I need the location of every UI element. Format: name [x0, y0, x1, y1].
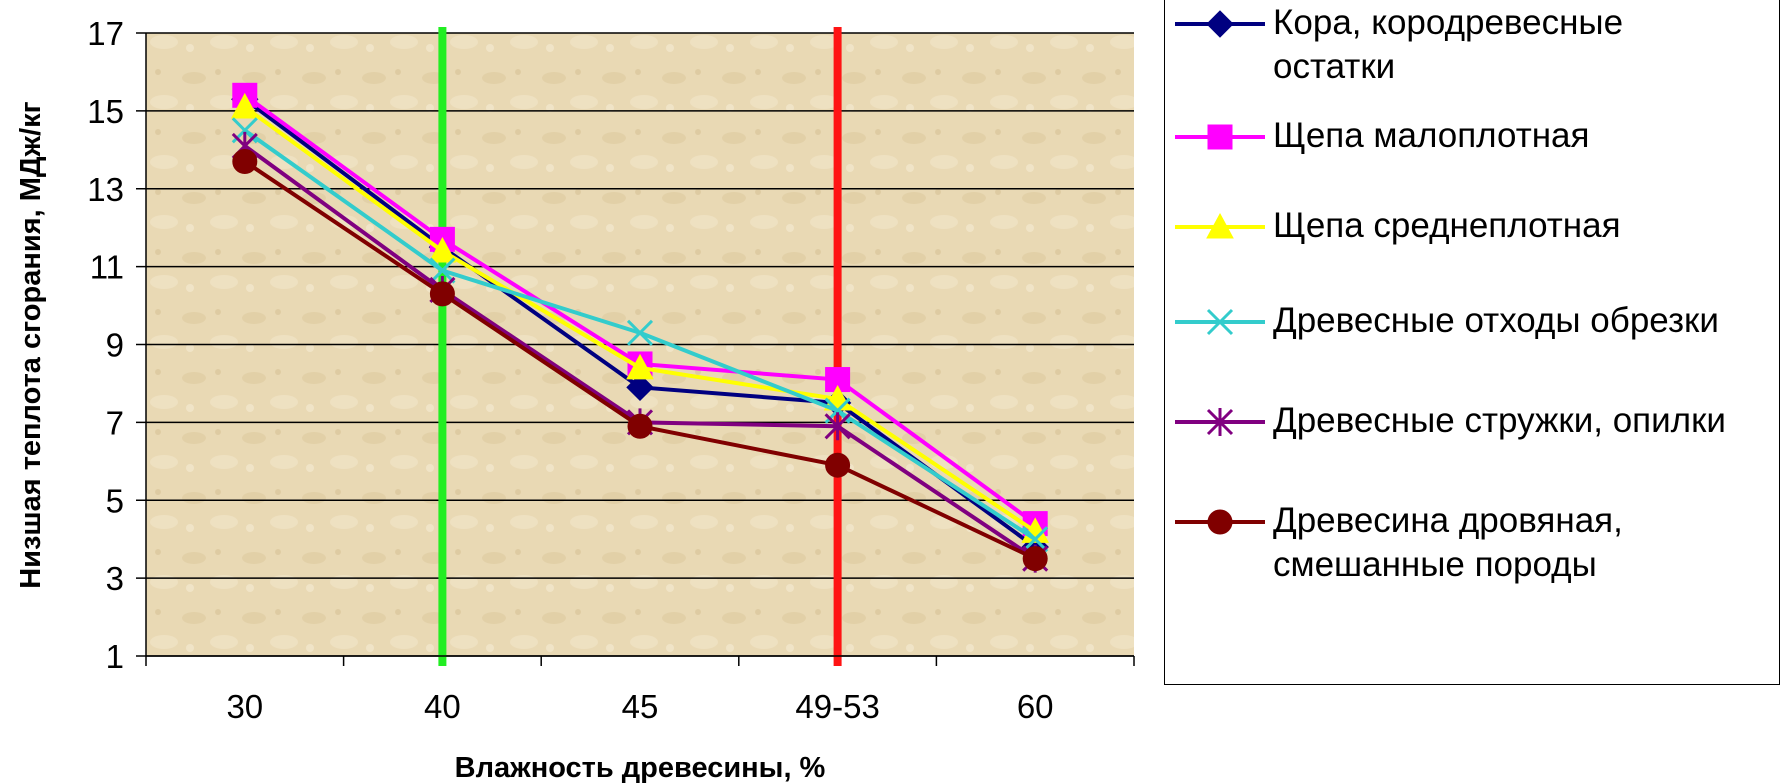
legend-item: Древесные отходы обрезки — [1165, 299, 1775, 379]
y-tick-label: 17 — [87, 15, 124, 52]
legend-label: Древесина дровяная, смешанные породы — [1273, 501, 1623, 584]
legend-label: Щепа малоплотная — [1273, 116, 1590, 155]
data-point — [626, 319, 654, 346]
data-point — [232, 148, 258, 174]
x-tick-label: 45 — [622, 688, 659, 725]
legend-swatch — [1175, 408, 1265, 436]
data-point — [230, 92, 259, 119]
legend-swatch-marker — [1206, 212, 1234, 239]
series-6 — [232, 148, 1048, 572]
legend-swatch — [1175, 10, 1265, 38]
legend-label: Кора, кородревесные остатки — [1273, 3, 1624, 86]
y-tick-label: 11 — [90, 249, 124, 286]
data-point — [1022, 526, 1049, 553]
x-tick-label: 49-53 — [795, 688, 879, 725]
legend-label: Щепа среднеплотная — [1273, 206, 1621, 245]
x-tick-label: 30 — [226, 688, 263, 725]
legend-label: Древесные стружки, опилки — [1273, 401, 1726, 440]
legend-swatch — [1175, 308, 1265, 336]
data-point — [626, 353, 654, 380]
data-point — [825, 452, 851, 478]
data-point — [1022, 546, 1048, 572]
x-axis-title: Влажность древесины, % — [455, 752, 826, 783]
y-tick-label: 9 — [106, 327, 124, 364]
legend-swatch-marker — [1206, 10, 1234, 38]
y-tick-label: 5 — [106, 482, 124, 519]
legend-swatch — [1175, 124, 1265, 150]
legend-label: Древесные отходы обрезки — [1273, 301, 1719, 340]
legend-swatch-marker — [1206, 408, 1234, 436]
legend-item: Щепа малоплотная — [1165, 114, 1775, 194]
legend-item: Щепа среднеплотная — [1165, 204, 1775, 284]
y-tick-label: 13 — [87, 171, 124, 208]
series-4 — [231, 117, 1049, 553]
data-point — [429, 257, 456, 284]
legend-swatch-marker — [1207, 509, 1233, 535]
x-tick-label: 60 — [1017, 688, 1054, 725]
y-tick-label: 3 — [106, 560, 124, 597]
legend-item: Кора, кородревесные остатки — [1165, 1, 1775, 86]
y-tick-label: 15 — [87, 93, 124, 130]
y-tick-label: 1 — [106, 638, 124, 675]
legend-item: Древесина дровяная, смешанные породы — [1165, 499, 1775, 584]
legend-swatch — [1175, 212, 1265, 239]
y-axis-title: Низшая теплота сгорания, МДж/кг — [15, 101, 47, 589]
data-point — [824, 412, 851, 441]
legend-item: Древесные стружки, опилки — [1165, 399, 1775, 479]
legend: Кора, кородревесные остатки Щепа малоплот… — [1164, 0, 1780, 685]
legend-swatch-marker — [1207, 124, 1233, 150]
legend-swatch-marker — [1206, 308, 1234, 336]
x-tick-label: 40 — [424, 688, 461, 725]
data-point — [428, 237, 457, 263]
data-point — [429, 281, 455, 307]
legend-swatch — [1175, 509, 1265, 535]
y-tick-label: 7 — [106, 404, 124, 441]
data-point — [627, 413, 653, 439]
data-point — [626, 373, 654, 402]
